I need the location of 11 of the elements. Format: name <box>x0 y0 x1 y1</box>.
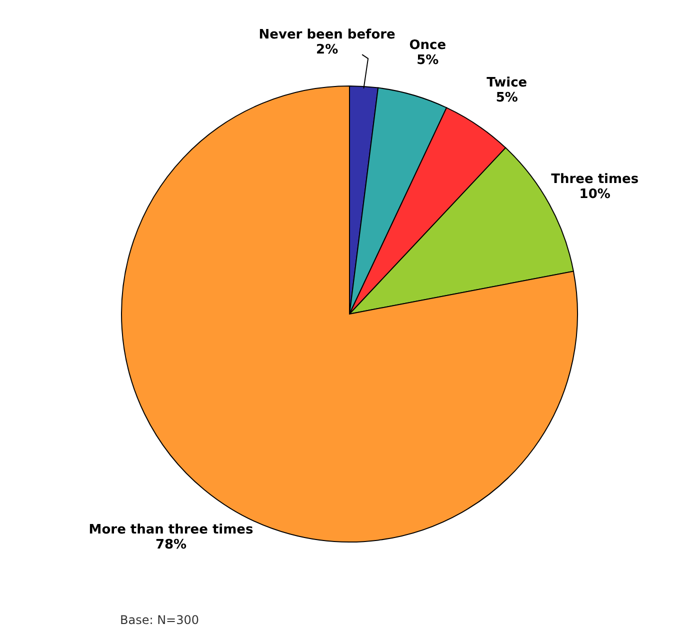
slice-label: Once <box>409 38 446 54</box>
data-label: 5% <box>416 53 439 68</box>
data-label: 5% <box>496 90 518 106</box>
slice-label: Twice <box>486 75 528 90</box>
data-label: 2% <box>316 42 338 58</box>
text: Base: N=300 <box>120 613 200 627</box>
slice-label: Never been before <box>258 28 396 43</box>
data-label: 78% <box>155 538 187 553</box>
slice-label: More than three times <box>88 522 254 538</box>
data-label: 10% <box>579 187 610 202</box>
slice-label: Three times <box>551 172 639 188</box>
